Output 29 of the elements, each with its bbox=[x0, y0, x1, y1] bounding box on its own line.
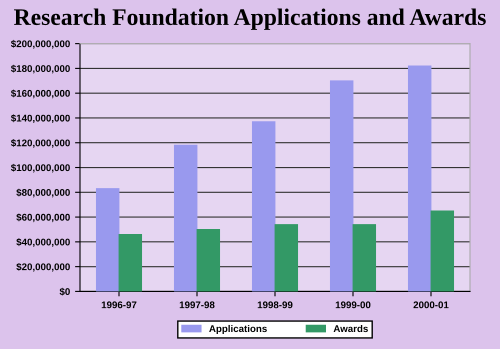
bar bbox=[196, 229, 220, 292]
bar bbox=[252, 121, 276, 292]
y-tick-label: $140,000,000 bbox=[10, 114, 70, 123]
bar bbox=[274, 224, 298, 292]
bar bbox=[330, 80, 354, 292]
x-tick-label: 1998-99 bbox=[258, 301, 292, 308]
bar bbox=[174, 144, 198, 292]
y-tick-label: $160,000,000 bbox=[10, 89, 70, 98]
y-tick-label: $100,000,000 bbox=[10, 164, 70, 173]
y-tick-label: $40,000,000 bbox=[16, 238, 70, 247]
bar bbox=[408, 66, 432, 292]
x-tick-label: 2000-01 bbox=[414, 301, 449, 308]
bar bbox=[430, 210, 454, 292]
x-tick-label: 1999-00 bbox=[336, 301, 370, 308]
x-tick-label: 1996-97 bbox=[102, 301, 136, 308]
legend-label: Applications bbox=[209, 324, 267, 334]
legend-label: Awards bbox=[334, 324, 368, 332]
y-tick-label: $0 bbox=[60, 288, 70, 296]
y-tick-label: $200,000,000 bbox=[10, 40, 70, 49]
bar bbox=[96, 188, 120, 292]
chart-title: Research Foundation Applications and Awards bbox=[14, 8, 486, 30]
bar bbox=[352, 224, 376, 292]
bar bbox=[118, 234, 142, 292]
y-tick-label: $120,000,000 bbox=[10, 139, 70, 148]
y-tick-label: $20,000,000 bbox=[16, 262, 70, 272]
y-tick-label: $60,000,000 bbox=[16, 213, 70, 222]
y-tick-label: $80,000,000 bbox=[16, 188, 70, 198]
y-tick-label: $180,000,000 bbox=[10, 64, 70, 74]
x-tick-label: 1997-98 bbox=[180, 301, 215, 308]
